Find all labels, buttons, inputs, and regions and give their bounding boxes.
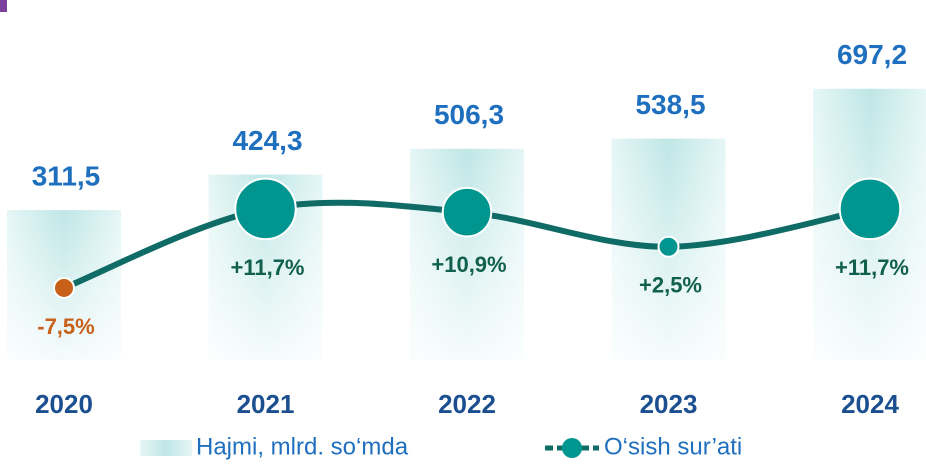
bar-fade [410,148,524,360]
x-tick-label: 2020 [35,389,93,419]
growth-value-label: -7,5% [37,314,94,339]
x-tick-label: 2021 [237,389,295,419]
bar-value-label: 506,3 [434,99,504,130]
bar-value-label: 697,2 [837,39,907,70]
growth-marker [838,177,902,241]
legend-label: O‘sish sur’ati [604,433,742,460]
growth-value-label: +10,9% [431,252,506,277]
legend-swatch [140,440,192,456]
bar-value-label: 311,5 [32,160,101,191]
growth-value-label: +11,7% [230,255,304,280]
growth-marker [657,235,680,258]
legend-label: Hajmi, mlrd. so‘mda [196,433,409,460]
legend-marker [562,438,582,458]
bar-value-label: 424,3 [232,125,302,156]
growth-value-label: +11,7% [835,255,909,280]
growth-marker [234,177,297,241]
bar-value-label: 538,5 [635,89,705,120]
growth-value-label: +2,5% [639,273,702,298]
growth-marker [53,276,75,299]
x-tick-label: 2022 [438,389,496,419]
title-accent [0,0,7,12]
growth-marker [441,186,493,238]
x-tick-label: 2023 [640,389,698,419]
x-tick-label: 2024 [841,389,899,419]
